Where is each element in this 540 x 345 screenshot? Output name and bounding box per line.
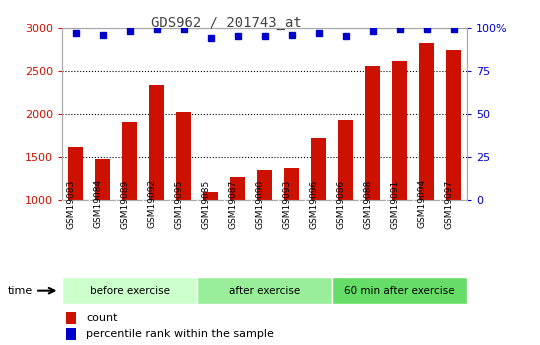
Bar: [311, 138, 326, 200]
Text: GSM19088: GSM19088: [363, 179, 373, 228]
Text: before exercise: before exercise: [90, 286, 170, 296]
Bar: [419, 43, 434, 200]
Text: GSM19083: GSM19083: [66, 179, 76, 228]
Text: GSM19090: GSM19090: [255, 179, 265, 228]
Bar: [203, 192, 218, 200]
Bar: [122, 121, 137, 200]
Bar: [230, 177, 245, 200]
Text: time: time: [8, 286, 33, 296]
Text: GSM19097: GSM19097: [444, 179, 454, 228]
Text: GSM19092: GSM19092: [147, 179, 157, 228]
Bar: [446, 50, 461, 200]
Text: GSM19087: GSM19087: [228, 179, 238, 228]
Text: GSM19085: GSM19085: [201, 179, 211, 228]
Text: GSM19093: GSM19093: [282, 179, 292, 228]
Text: 60 min after exercise: 60 min after exercise: [345, 286, 455, 296]
Bar: [149, 85, 164, 200]
Bar: [338, 120, 353, 200]
FancyBboxPatch shape: [197, 277, 332, 304]
Bar: [176, 112, 191, 200]
Text: GSM19096: GSM19096: [309, 179, 319, 228]
Bar: [257, 170, 272, 200]
Text: GSM19091: GSM19091: [390, 179, 400, 228]
Bar: [284, 168, 299, 200]
Text: percentile rank within the sample: percentile rank within the sample: [86, 329, 274, 339]
FancyBboxPatch shape: [62, 277, 197, 304]
Bar: [365, 66, 380, 200]
Bar: [68, 147, 83, 200]
Text: GDS962 / 201743_at: GDS962 / 201743_at: [151, 16, 302, 30]
Text: after exercise: after exercise: [229, 286, 300, 296]
Bar: [66, 312, 76, 324]
Bar: [392, 61, 407, 200]
FancyBboxPatch shape: [332, 277, 467, 304]
Bar: [95, 159, 110, 200]
Text: GSM19094: GSM19094: [417, 179, 427, 228]
Text: GSM19095: GSM19095: [174, 179, 184, 228]
Text: GSM19084: GSM19084: [93, 179, 103, 228]
Text: GSM19089: GSM19089: [120, 179, 130, 228]
Text: GSM19086: GSM19086: [336, 179, 346, 228]
Bar: [66, 328, 76, 340]
Text: count: count: [86, 313, 118, 323]
